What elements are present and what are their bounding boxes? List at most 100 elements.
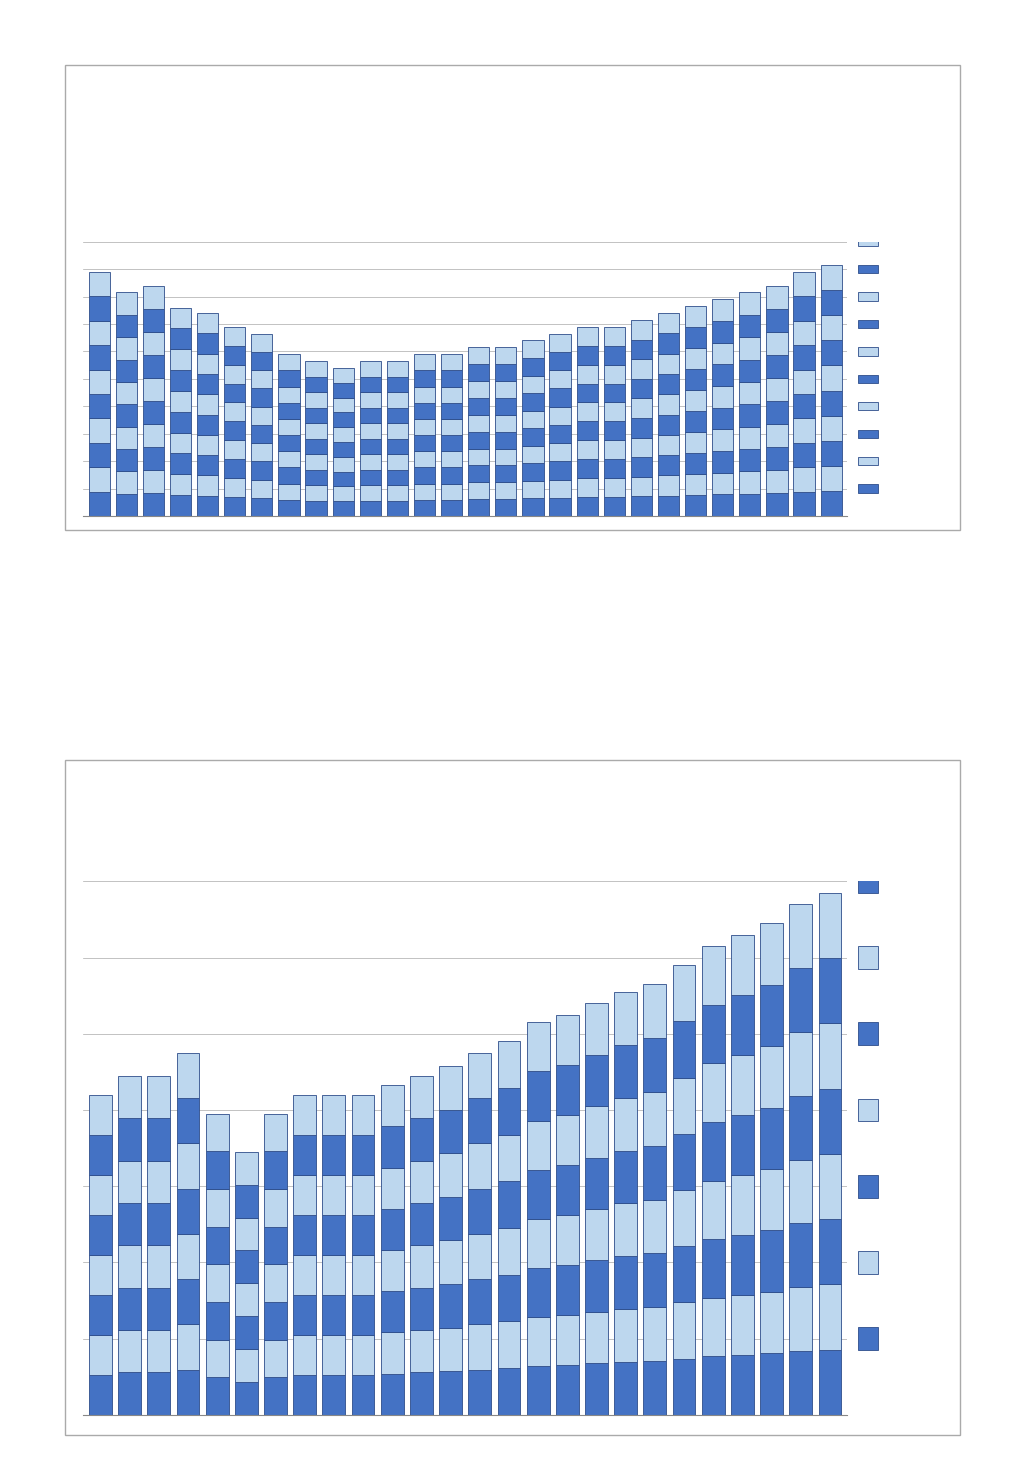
- Bar: [556, 1065, 579, 1115]
- Bar: [631, 496, 652, 516]
- Bar: [89, 1094, 112, 1134]
- Bar: [556, 1015, 579, 1065]
- Bar: [468, 415, 489, 432]
- Bar: [550, 407, 570, 424]
- Bar: [685, 454, 707, 474]
- Bar: [89, 296, 110, 321]
- Bar: [731, 1115, 754, 1175]
- Bar: [359, 501, 381, 516]
- Bar: [673, 1302, 695, 1358]
- Bar: [631, 320, 652, 339]
- Bar: [790, 1351, 812, 1414]
- Bar: [631, 359, 652, 379]
- Bar: [556, 1265, 579, 1315]
- Bar: [701, 1180, 725, 1239]
- Bar: [790, 1287, 812, 1351]
- Bar: [89, 321, 110, 345]
- Bar: [496, 432, 516, 449]
- Bar: [206, 1339, 228, 1377]
- Bar: [818, 1284, 842, 1349]
- Bar: [712, 429, 733, 451]
- Bar: [468, 432, 489, 449]
- Bar: [305, 454, 327, 470]
- Bar: [305, 392, 327, 408]
- Bar: [585, 1158, 608, 1209]
- Bar: [351, 1335, 375, 1374]
- Bar: [410, 1203, 433, 1245]
- Bar: [685, 306, 707, 327]
- Bar: [414, 386, 435, 402]
- Bar: [224, 383, 246, 402]
- Bar: [224, 346, 246, 365]
- Bar: [142, 377, 164, 401]
- Bar: [410, 1075, 433, 1118]
- Bar: [820, 491, 842, 516]
- Bar: [293, 1215, 316, 1255]
- Bar: [701, 1064, 725, 1122]
- Bar: [439, 1198, 462, 1240]
- Bar: [89, 345, 110, 370]
- Bar: [498, 1321, 520, 1368]
- Bar: [89, 1335, 112, 1374]
- Bar: [818, 893, 842, 957]
- Bar: [414, 418, 435, 435]
- Bar: [89, 273, 110, 296]
- Bar: [631, 437, 652, 457]
- Bar: [118, 1203, 141, 1245]
- Bar: [712, 343, 733, 364]
- Bar: [305, 377, 327, 392]
- Bar: [790, 1096, 812, 1159]
- Bar: [766, 401, 787, 424]
- Bar: [614, 1150, 637, 1203]
- Bar: [351, 1295, 375, 1335]
- Bar: [410, 1373, 433, 1414]
- Bar: [333, 383, 353, 398]
- Bar: [206, 1152, 228, 1189]
- Bar: [234, 1152, 258, 1184]
- Bar: [224, 496, 246, 516]
- Bar: [381, 1086, 403, 1127]
- Bar: [790, 1224, 812, 1287]
- Bar: [359, 361, 381, 377]
- Bar: [701, 1005, 725, 1064]
- Bar: [170, 474, 191, 495]
- Bar: [614, 1044, 637, 1097]
- Bar: [89, 1255, 112, 1295]
- Bar: [176, 1189, 200, 1234]
- Bar: [118, 1075, 141, 1118]
- Bar: [794, 467, 815, 492]
- Bar: [197, 414, 218, 435]
- Bar: [701, 1122, 725, 1180]
- Bar: [264, 1189, 287, 1227]
- Bar: [142, 446, 164, 470]
- Bar: [441, 467, 462, 483]
- Bar: [359, 470, 381, 485]
- Bar: [251, 407, 272, 424]
- Bar: [614, 1256, 637, 1309]
- Bar: [381, 1127, 403, 1168]
- Bar: [414, 402, 435, 418]
- Bar: [116, 359, 137, 382]
- Bar: [293, 1094, 316, 1134]
- Bar: [351, 1175, 375, 1215]
- Bar: [794, 370, 815, 393]
- Bar: [820, 290, 842, 315]
- Bar: [176, 1370, 200, 1414]
- Bar: [414, 435, 435, 451]
- Bar: [387, 501, 408, 516]
- Bar: [251, 352, 272, 370]
- Bar: [731, 1175, 754, 1234]
- Bar: [142, 401, 164, 424]
- Bar: [658, 395, 679, 414]
- Bar: [234, 1317, 258, 1349]
- Bar: [712, 408, 733, 429]
- Bar: [604, 346, 625, 365]
- Bar: [387, 408, 408, 423]
- Bar: [441, 483, 462, 499]
- Bar: [712, 495, 733, 516]
- Bar: [522, 464, 544, 480]
- Bar: [293, 1374, 316, 1414]
- Bar: [556, 1315, 579, 1365]
- Bar: [685, 432, 707, 454]
- Bar: [496, 348, 516, 364]
